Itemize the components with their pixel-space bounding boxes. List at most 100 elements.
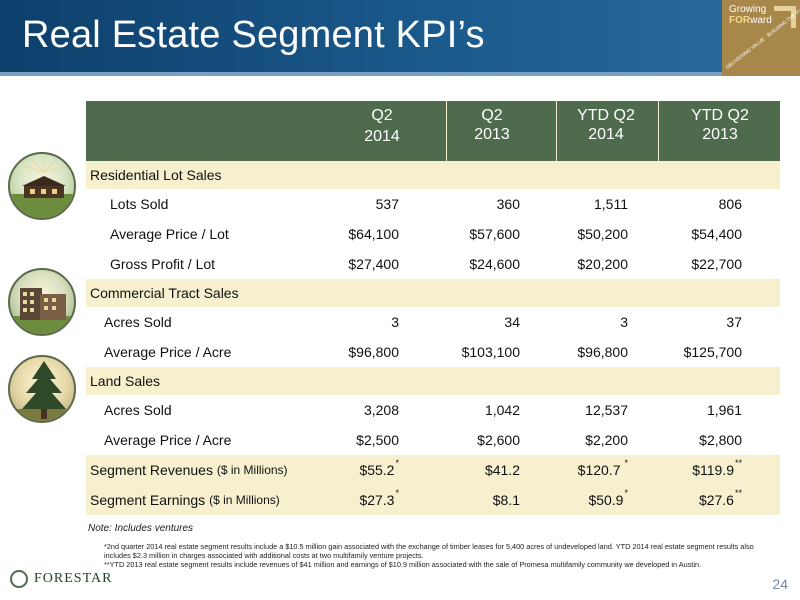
cell-value: $50,200 [577, 226, 628, 242]
badge-line2-rest: ward [750, 15, 772, 26]
row-label: Average Price / Acre [104, 344, 232, 360]
growing-forward-badge: Growing FORward DELIVERING VALUE · BUILD… [722, 0, 800, 76]
table-row: Lots Sold 537 360 1,511 806 [86, 189, 780, 219]
cell-value-text: $50.9 [588, 492, 624, 508]
col-divider [556, 101, 557, 161]
page-number: 24 [772, 576, 788, 592]
section-land: Land Sales [86, 367, 780, 395]
summary-unit: ($ in Millions) [209, 493, 280, 507]
table-row: Acres Sold 3 34 3 37 [86, 307, 780, 337]
col-header-q2-2013: Q2 2013 [442, 101, 542, 161]
footnote-mark: * [395, 458, 399, 468]
kpi-table: Q2 2014 Q2 2013 YTD Q2 2014 YTD Q2 2013 … [86, 101, 780, 515]
table-row: Average Price / Acre $2,500 $2,600 $2,20… [86, 425, 780, 455]
cell-value: $22,700 [691, 256, 742, 272]
cell-value: 360 [496, 196, 520, 212]
row-label: Gross Profit / Lot [110, 256, 216, 272]
table-row: Average Price / Acre $96,800 $103,100 $9… [86, 337, 780, 367]
cell-value: $20,200 [577, 256, 628, 272]
section-title: Land Sales [90, 373, 161, 389]
cell-value-text: $41.2 [484, 462, 520, 478]
col-header-line1: YTD Q2 [691, 107, 749, 124]
cell-value: 12,537 [585, 402, 628, 418]
cell-value-text: $120.7 [577, 462, 621, 478]
col-divider [658, 101, 659, 161]
section-residential: Residential Lot Sales [86, 161, 780, 189]
cell-value-text: $8.1 [492, 492, 520, 508]
table-row: Acres Sold 3,208 1,042 12,537 1,961 [86, 395, 780, 425]
badge-line2: FORward [729, 15, 772, 26]
footnote-2: **YTD 2013 real estate segment results i… [104, 560, 702, 569]
cell-value-text: $55.2 [359, 462, 395, 478]
header-bar: Real Estate Segment KPI’s [0, 0, 800, 76]
cell-value: $57,600 [469, 226, 520, 242]
cell-value: 1,511 [594, 196, 628, 212]
arrow-icon [774, 6, 796, 28]
header-stripe [0, 72, 800, 76]
badge-line2-bold: FOR [729, 15, 751, 26]
col-header-line2: 2013 [474, 126, 510, 143]
row-label: Acres Sold [104, 402, 172, 418]
cell-value: 537 [375, 196, 399, 212]
footnote-1: *2nd quarter 2014 real estate segment re… [104, 542, 754, 560]
summary-label: Segment Revenues ($ in Millions) [90, 455, 288, 485]
cell-value: $27.6 ** [624, 485, 742, 515]
footnote-mark: ** [734, 458, 742, 468]
house-icon [8, 152, 76, 220]
cell-value-text: $27.3 [359, 492, 395, 508]
cell-value: $119.9 ** [624, 455, 742, 485]
tree-icon [8, 355, 76, 423]
table-row: Gross Profit / Lot $27,400 $24,600 $20,2… [86, 249, 780, 279]
cell-value: $55.2 * [291, 455, 399, 485]
section-commercial: Commercial Tract Sales [86, 279, 780, 307]
summary-label: Segment Earnings ($ in Millions) [90, 485, 280, 515]
cell-value-text: $119.9 [692, 462, 734, 478]
col-header-ytd-2014: YTD Q2 2014 [556, 101, 656, 161]
cell-value: $120.7 * [520, 455, 628, 485]
summary-row-earnings: Segment Earnings ($ in Millions) $27.3 * … [86, 485, 780, 515]
cell-value: $27,400 [348, 256, 399, 272]
logo-mark-icon [10, 570, 28, 588]
summary-label-text: Segment Earnings [90, 492, 206, 508]
col-header-line2: 2013 [702, 126, 738, 143]
footnote-mark: * [624, 488, 628, 498]
cell-value: $54,400 [691, 226, 742, 242]
row-label: Lots Sold [110, 196, 169, 212]
col-header-ytd-2013: YTD Q2 2013 [670, 101, 770, 161]
col-divider [446, 101, 447, 161]
cell-value: $2,800 [699, 432, 742, 448]
cell-value: 3 [391, 314, 399, 330]
page-title: Real Estate Segment KPI’s [22, 14, 485, 56]
summary-row-revenues: Segment Revenues ($ in Millions) $55.2 * … [86, 455, 780, 485]
col-header-line1: Q2 [371, 107, 393, 124]
row-label: Acres Sold [104, 314, 172, 330]
row-label: Average Price / Acre [104, 432, 232, 448]
summary-unit: ($ in Millions) [216, 463, 288, 477]
cell-value: 34 [504, 314, 520, 330]
ventures-note: Note: Includes ventures [88, 523, 194, 534]
cell-value-text: $27.6 [698, 492, 734, 508]
cell-value: 37 [726, 314, 742, 330]
summary-label-text: Segment Revenues [90, 462, 213, 478]
logo-text: FORESTAR [34, 571, 113, 586]
cell-value: $103,100 [461, 344, 520, 360]
col-header-line1: YTD Q2 [577, 107, 635, 124]
col-header-line2: 2014 [588, 126, 624, 143]
col-header-line1: Q2 [481, 107, 503, 124]
cell-value: 3 [620, 314, 628, 330]
forestar-logo: FORESTAR [10, 568, 112, 590]
cell-value: $125,700 [683, 344, 742, 360]
badge-line1: Growing [729, 4, 767, 15]
footnote-mark: * [624, 458, 628, 468]
cell-value: $24,600 [469, 256, 520, 272]
col-header-q2-2014: Q2 2014 [334, 101, 430, 161]
cell-value: $96,800 [348, 344, 399, 360]
cell-value: 3,208 [363, 402, 399, 418]
cell-value: 806 [718, 196, 742, 212]
row-label: Average Price / Lot [110, 226, 229, 242]
cell-value: $50.9 * [520, 485, 628, 515]
cell-value: $64,100 [348, 226, 399, 242]
cell-value: $41.2 [404, 455, 520, 485]
footnote-mark: ** [734, 488, 742, 498]
